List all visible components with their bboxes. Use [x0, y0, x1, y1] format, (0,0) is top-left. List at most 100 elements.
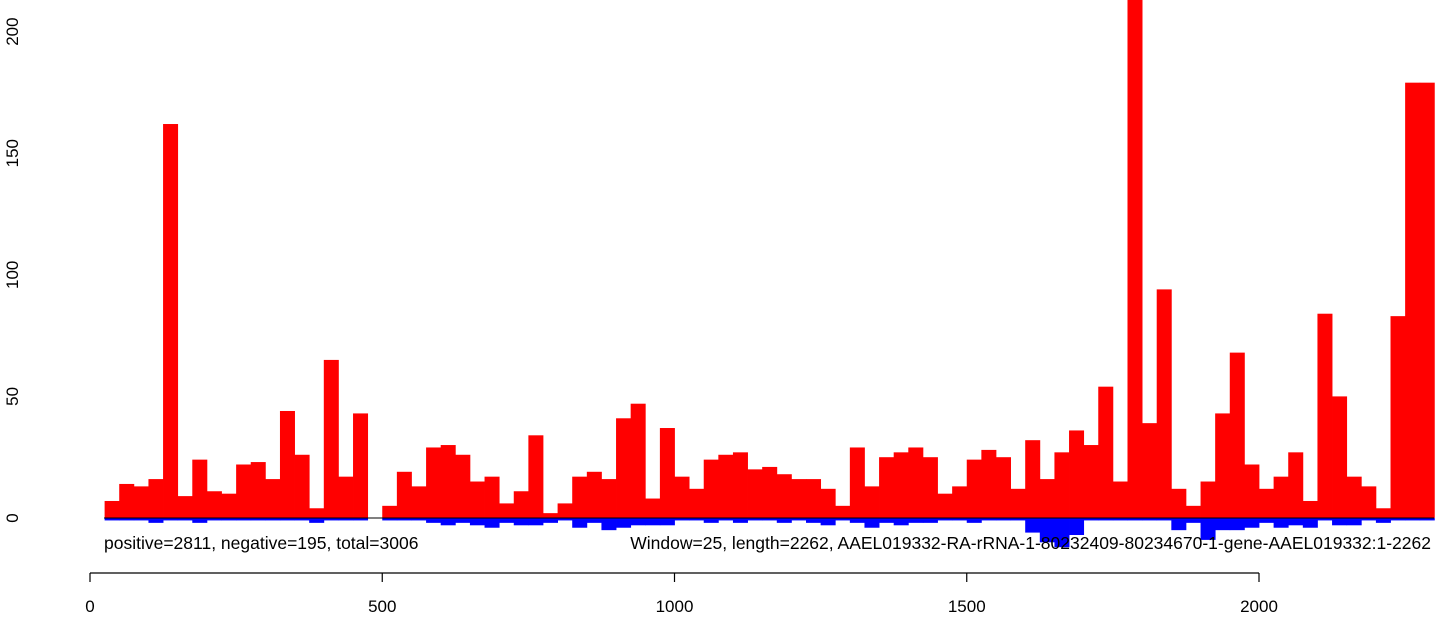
bar-negative [206, 518, 222, 521]
x-tick-label: 1500 [948, 597, 986, 616]
bar-negative [1083, 518, 1099, 521]
bar-positive [718, 454, 734, 518]
bar-negative [864, 518, 880, 528]
bar-positive [703, 459, 719, 518]
bar-negative [484, 518, 500, 528]
bar-positive [1302, 500, 1318, 518]
bar-positive [908, 447, 924, 518]
bar-positive [1244, 464, 1260, 518]
bar-positive [382, 505, 398, 518]
bar-positive [1419, 82, 1435, 519]
bar-positive [499, 503, 515, 518]
bar-positive [1390, 316, 1406, 518]
bar-negative [250, 518, 266, 521]
bar-positive [411, 486, 427, 518]
bar-positive [659, 428, 675, 518]
bar-positive [1229, 352, 1245, 518]
bar-positive [1039, 479, 1055, 518]
bar-negative [1405, 518, 1421, 521]
bar-negative [1390, 518, 1406, 521]
bar-positive [616, 418, 632, 518]
bar-negative [469, 518, 485, 526]
bar-positive [820, 488, 836, 518]
bar-positive [236, 464, 252, 518]
bar-positive [148, 479, 164, 518]
bar-positive [835, 505, 851, 518]
x-tick-labels: 0 500 1000 1500 2000 [85, 597, 1278, 616]
bar-positive [484, 476, 500, 518]
bar-positive [762, 466, 778, 518]
bar-negative [937, 518, 953, 521]
bar-positive [528, 435, 544, 518]
bar-negative [1332, 518, 1348, 526]
bar-positive [1288, 452, 1304, 518]
bar-negative [1185, 518, 1201, 523]
bar-positive [192, 459, 208, 518]
bar-negative [119, 518, 135, 521]
bar-positive [440, 445, 456, 518]
y-tick-label: 200 [3, 17, 22, 45]
bar-negative [1273, 518, 1289, 528]
bar-positive [1010, 488, 1026, 518]
bar-negative [557, 518, 573, 521]
bar-positive [1361, 486, 1377, 518]
bar-negative [542, 518, 558, 523]
bar-negative [353, 518, 369, 521]
bar-positive [250, 462, 266, 518]
bar-negative [323, 518, 339, 521]
y-tick-label: 50 [3, 387, 22, 406]
bar-negative [1025, 518, 1041, 533]
bar-positive [1375, 508, 1391, 518]
bar-negative [586, 518, 602, 523]
bar-negative [1215, 518, 1231, 531]
bar-negative [1288, 518, 1304, 526]
annotation-window: Window=25, length=2262, AAEL019332-RA-rR… [630, 533, 1431, 553]
bar-positive [279, 410, 295, 518]
bar-positive [353, 413, 369, 518]
bar-negative [703, 518, 719, 523]
bar-positive [893, 452, 909, 518]
y-axis: 0 50 100 150 200 [3, 17, 22, 522]
x-tick-label: 0 [85, 597, 94, 616]
bar-positive [995, 457, 1011, 518]
bar-negative [148, 518, 164, 523]
bar-positive [119, 483, 135, 518]
bar-negative [952, 518, 968, 521]
bar-negative [163, 518, 179, 521]
bar-negative [776, 518, 792, 523]
bar-positive [1346, 476, 1362, 518]
bar-positive [455, 454, 471, 518]
y-tick-label: 0 [3, 513, 22, 522]
bar-positive [849, 447, 865, 518]
bar-negative [294, 518, 310, 521]
bar-positive [806, 479, 822, 518]
bar-negative [630, 518, 646, 526]
bar-positive [1127, 0, 1143, 518]
bar-negative [1244, 518, 1260, 528]
bar-positive [177, 496, 193, 518]
bar-positive [879, 457, 895, 518]
bar-positive [338, 476, 354, 518]
bar-positive [981, 449, 997, 518]
bar-positive [937, 493, 953, 518]
bar-negative [265, 518, 281, 521]
bar-negative [879, 518, 895, 523]
x-tick-label: 1000 [656, 597, 694, 616]
bar-positive [1215, 413, 1231, 518]
positive-bars [104, 0, 1435, 519]
bar-positive [601, 479, 617, 518]
bar-positive [1200, 481, 1216, 518]
bar-positive [469, 481, 485, 518]
bar-positive [952, 486, 968, 518]
bar-negative [1127, 518, 1143, 521]
bar-positive [791, 479, 807, 518]
bar-positive [864, 486, 880, 518]
bar-negative [411, 518, 427, 521]
x-tick-label: 2000 [1240, 597, 1278, 616]
bar-negative [1375, 518, 1391, 523]
bar-positive [776, 474, 792, 518]
bar-negative [893, 518, 909, 526]
bar-positive [542, 513, 558, 518]
y-tick-label: 150 [3, 139, 22, 167]
